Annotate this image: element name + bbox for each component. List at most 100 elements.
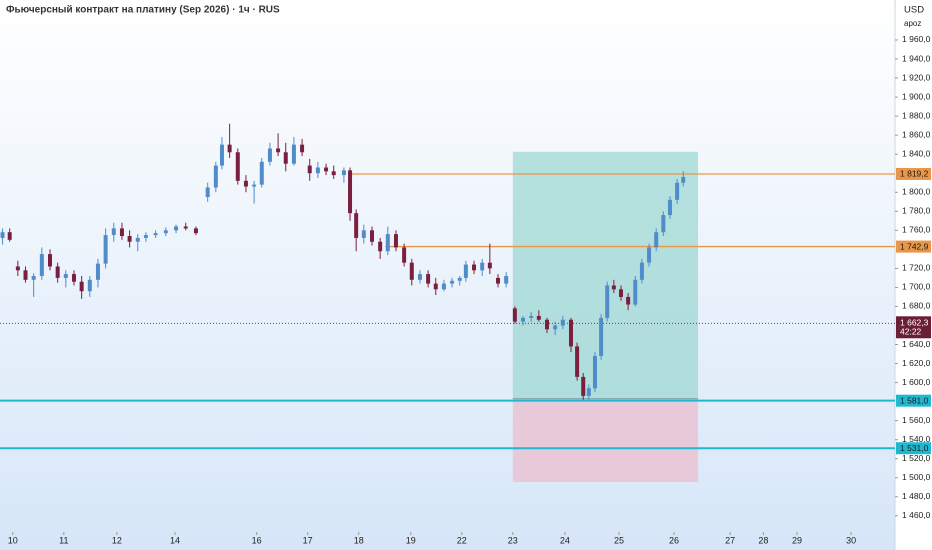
y-tick-label: 1 460,0: [902, 510, 931, 520]
price-line-label: 1 819,2: [900, 169, 929, 179]
y-tick-label: 1 880,0: [902, 110, 931, 120]
candle-body: [23, 270, 28, 280]
candle-body: [63, 274, 68, 278]
candle-body: [568, 319, 573, 347]
price-axis-background: [895, 0, 932, 550]
candle-body: [15, 266, 20, 271]
y-tick-label: 1 640,0: [902, 339, 931, 349]
candle-body: [385, 234, 390, 252]
current-price-badge: [896, 316, 931, 339]
candle-body: [55, 266, 60, 278]
y-tick-label: 1 900,0: [902, 91, 931, 101]
x-tick-label: 23: [508, 535, 518, 545]
candle-body: [183, 226, 188, 229]
candle-body: [463, 264, 468, 278]
candle-body: [119, 228, 124, 237]
candle-body: [626, 296, 631, 305]
x-tick-label: 11: [59, 535, 68, 545]
y-tick-label: 1 940,0: [902, 53, 931, 63]
candle-body: [512, 308, 517, 322]
candle-body: [276, 148, 281, 153]
candle-body: [307, 165, 312, 174]
candle-body: [127, 236, 132, 242]
candle-body: [496, 277, 501, 284]
candle-body: [633, 279, 638, 305]
candle-body: [354, 213, 359, 238]
countdown: 42:22: [900, 327, 922, 337]
x-tick-label: 30: [846, 535, 856, 545]
candle-body: [647, 247, 652, 263]
y-tick-label: 1 600,0: [902, 377, 931, 387]
y-tick-label: 1 620,0: [902, 358, 931, 368]
candle-body: [103, 235, 108, 264]
candle-body: [667, 199, 672, 216]
currency: USD: [904, 5, 924, 16]
price-line-badge: [896, 442, 931, 455]
x-tick-label: 29: [792, 535, 802, 545]
candle-body: [283, 152, 288, 164]
candle-body: [441, 283, 446, 290]
candle-body: [487, 262, 492, 269]
scale-mode[interactable]: apoz: [904, 19, 921, 28]
x-tick-label: 22: [457, 535, 467, 545]
candle-body: [348, 170, 353, 214]
candle-body: [618, 289, 623, 297]
candle-body: [300, 144, 305, 153]
x-tick-label: 17: [303, 535, 313, 545]
candle-body: [545, 319, 550, 330]
candle-body: [586, 388, 591, 396]
plot-background: [0, 0, 895, 550]
candle-body: [39, 254, 44, 276]
candle-body: [252, 184, 257, 187]
candle-body: [243, 180, 248, 187]
candle-body: [153, 233, 158, 236]
x-tick-label: 24: [560, 535, 570, 545]
candle-body: [654, 232, 659, 248]
candle-body: [450, 280, 455, 284]
candle-body: [611, 285, 616, 290]
price-line-badge: [896, 167, 931, 180]
y-tick-label: 1 960,0: [902, 34, 931, 44]
y-tick-label: 1 680,0: [902, 301, 931, 311]
x-tick-label: 12: [112, 535, 122, 545]
x-tick-label: 14: [170, 535, 180, 545]
candle-body: [71, 274, 76, 282]
loss-zone: [512, 398, 699, 483]
candle-body: [213, 165, 218, 188]
y-tick-label: 1 540,0: [902, 434, 931, 444]
y-tick-label: 1 780,0: [902, 206, 931, 216]
candle-body: [219, 144, 224, 166]
candle-body: [259, 161, 264, 185]
candle-body: [291, 144, 296, 164]
x-tick-label: 10: [8, 535, 18, 545]
candle-body: [111, 228, 116, 236]
candle-body: [681, 177, 686, 183]
candle-body: [575, 346, 580, 377]
candle-body: [661, 215, 666, 233]
candle-body: [592, 355, 597, 389]
y-tick-label: 1 920,0: [902, 72, 931, 82]
y-tick-label: 1 720,0: [902, 263, 931, 273]
x-tick-label: 25: [614, 535, 624, 545]
candle-body: [521, 317, 526, 322]
candle-body: [361, 230, 366, 238]
candle-body: [553, 325, 558, 330]
candle-body: [417, 274, 422, 280]
x-tick-label: 18: [354, 535, 364, 545]
candle-body: [0, 232, 5, 238]
candle-body: [135, 237, 140, 242]
y-tick-label: 1 840,0: [902, 148, 931, 158]
candle-body: [235, 152, 240, 181]
price-line-label: 1 581,0: [900, 395, 929, 405]
candle-body: [426, 274, 431, 284]
y-tick-label: 1 560,0: [902, 415, 931, 425]
y-tick-label: 1 700,0: [902, 282, 931, 292]
x-tick-label: 26: [669, 535, 679, 545]
candle-body: [227, 144, 232, 153]
x-tick-label: 27: [725, 535, 735, 545]
candle-body: [174, 226, 179, 231]
profit-zone: [512, 151, 699, 399]
candle-body: [324, 167, 329, 172]
candle-body: [331, 171, 336, 176]
